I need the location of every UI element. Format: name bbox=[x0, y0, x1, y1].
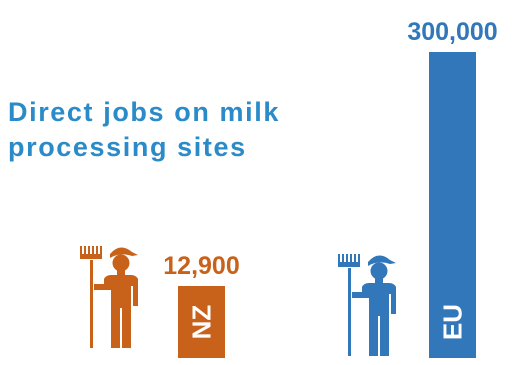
bar-eu bbox=[429, 52, 476, 358]
value-label-eu: 300,000 bbox=[407, 18, 497, 46]
value-label-nz: 12,900 bbox=[163, 252, 239, 280]
worker-with-rake-icon bbox=[338, 254, 396, 356]
chart-title: Direct jobs on milk processing sites bbox=[8, 95, 388, 165]
bar-nz bbox=[178, 286, 225, 358]
worker-with-rake-icon bbox=[80, 246, 138, 348]
category-label-nz: NZ bbox=[187, 305, 217, 340]
chart-title-line-1: Direct jobs on milk bbox=[8, 97, 280, 127]
chart-title-line-2: processing sites bbox=[8, 132, 247, 162]
category-label-eu: EU bbox=[438, 304, 468, 340]
